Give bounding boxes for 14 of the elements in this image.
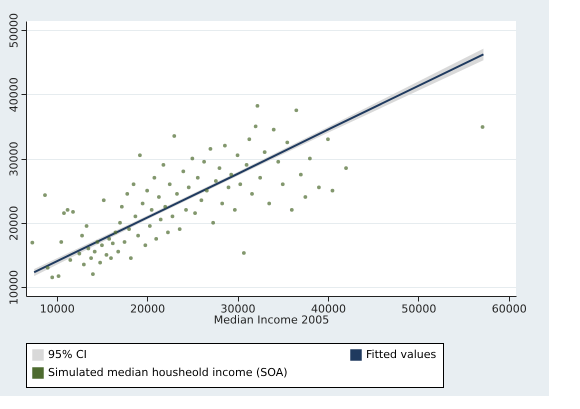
- y-tick-label: 50000: [8, 12, 20, 48]
- x-tick-label: 20000: [130, 302, 166, 316]
- x-axis-title: Median Income 2005: [214, 314, 330, 326]
- x-tick-label: 40000: [310, 302, 346, 316]
- x-tick-label: 30000: [220, 302, 256, 316]
- legend-label: Fitted values: [366, 348, 436, 361]
- y-tick-label: 40000: [8, 77, 20, 112]
- x-tick-label: 60000: [492, 302, 527, 316]
- y-tick-label: 20000: [8, 206, 20, 241]
- legend-label: 95% CI: [48, 348, 87, 361]
- y-tick-label: 30000: [8, 142, 20, 176]
- x-tick-label: 10000: [40, 302, 75, 316]
- legend-label: Simulated median housheold income (SOA): [48, 366, 288, 379]
- x-tick-label: 50000: [401, 302, 436, 316]
